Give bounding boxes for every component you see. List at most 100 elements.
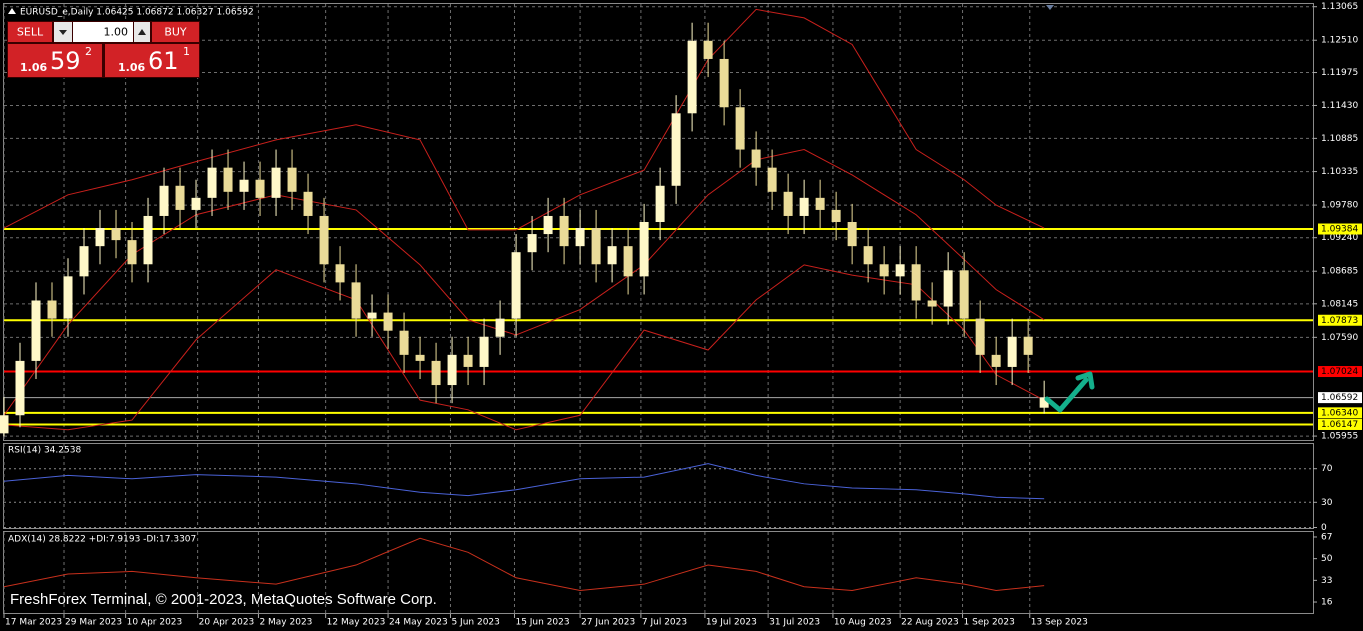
x-tick-label: 20 Apr 2023: [199, 618, 255, 628]
x-tick-label: 13 Sep 2023: [1031, 618, 1088, 628]
candle-body: [1039, 397, 1049, 408]
candle-body: [591, 228, 601, 265]
x-tick-label: 17 Mar 2023: [5, 618, 62, 628]
x-tick-label: 29 Mar 2023: [65, 618, 122, 628]
level-tag: [1318, 407, 1362, 419]
bollinger-upper: [3, 8, 1045, 231]
candle-body: [79, 246, 89, 277]
x-tick-label: 15 Jun 2023: [515, 618, 569, 628]
ask-pips: 61: [148, 47, 179, 75]
candle-body: [799, 197, 809, 216]
candle-body: [655, 185, 665, 222]
candle-body: [207, 167, 217, 198]
y-tick-label: 1.12510: [1321, 36, 1358, 46]
y-tick-label: 1.13065: [1321, 2, 1358, 12]
y-tick-label: 1.05955: [1321, 432, 1358, 442]
candle-body: [191, 197, 201, 210]
level-tag: [1318, 223, 1362, 235]
x-tick-label: 10 Aug 2023: [834, 618, 892, 628]
candle-body: [543, 215, 553, 235]
y-tick-label: 1.11430: [1321, 101, 1358, 111]
candle-body: [111, 228, 121, 241]
x-tick-label: 1 Sep 2023: [964, 618, 1015, 628]
x-tick-label: 12 May 2023: [327, 618, 386, 628]
level-tag-label: 1.09384: [1321, 225, 1358, 235]
x-tick-label: 22 Aug 2023: [901, 618, 959, 628]
indicators-layer: [3, 463, 1045, 592]
x-tick-label: 10 Apr 2023: [127, 618, 183, 628]
trade-panel: SELL 1.00 BUY 1.06 59 2 1.06 61 1: [7, 21, 200, 78]
collapse-arrow[interactable]: [8, 8, 16, 14]
candle-body: [895, 264, 905, 277]
ask-big: 1.06: [118, 61, 145, 74]
arrow-head: [1075, 371, 1095, 390]
candle-body: [719, 58, 729, 108]
candle-body: [143, 215, 153, 265]
candle-body: [159, 185, 169, 216]
candle-body: [463, 354, 473, 367]
candle-body: [15, 360, 25, 416]
x-tick-label: 2 May 2023: [259, 618, 312, 628]
candle-body: [223, 167, 233, 192]
buy-button[interactable]: [152, 22, 199, 42]
candle-body: [447, 354, 457, 386]
lot-value: 1.00: [104, 26, 129, 39]
rsi-label: RSI(14) 34.2538: [8, 446, 81, 456]
dropdown-arrow: [59, 30, 67, 35]
y-tick-label: 1.08685: [1321, 267, 1358, 277]
candle-body: [639, 222, 649, 277]
y-tick-label: 70: [1321, 464, 1333, 474]
candle-body: [431, 360, 441, 386]
level-tag-label: 1.07873: [1321, 316, 1358, 326]
candle-body: [303, 191, 313, 216]
candle-body: [287, 167, 297, 192]
candle-body: [367, 312, 377, 319]
x-tick-label: 24 May 2023: [389, 618, 448, 628]
candle-body: [255, 179, 265, 198]
level-tag: [1318, 314, 1362, 326]
level-tag: [1318, 366, 1362, 378]
lot-input[interactable]: [73, 22, 133, 42]
candle-body: [863, 246, 873, 265]
y-tick-label: 50: [1321, 554, 1333, 564]
levels-layer: [4, 228, 1313, 426]
bid-box[interactable]: [8, 44, 102, 77]
watermark: FreshForex Terminal, © 2001-2023, MetaQu…: [10, 591, 437, 608]
candles-layer: [0, 22, 1049, 437]
candle-body: [1007, 336, 1017, 367]
x-tick-label: 7 Jul 2023: [642, 618, 687, 628]
candle-body: [815, 197, 825, 210]
candle-body: [63, 276, 73, 319]
ask-box[interactable]: [105, 44, 199, 77]
candle-body: [959, 270, 969, 319]
candle-body: [687, 40, 697, 114]
candle-body: [31, 300, 41, 361]
shift-marker: [1046, 5, 1054, 10]
y-tick-label: 1.09780: [1321, 201, 1358, 211]
x-tick-label: 31 Jul 2023: [769, 618, 820, 628]
candle-body: [271, 167, 281, 198]
candle-body: [767, 167, 777, 192]
candle-body: [927, 300, 937, 307]
bid-tag-label: 1.06592: [1321, 393, 1358, 403]
candle-body: [783, 191, 793, 216]
candle-body: [735, 107, 745, 150]
buy-label: BUY: [164, 26, 187, 39]
candle-body: [479, 336, 489, 367]
candle-body: [415, 354, 425, 361]
y-tick-label: 33: [1321, 576, 1332, 586]
axis-layer: 17 Mar 2023 29 Mar 2023 10 Apr 2023 20 Apr …: [3, 2, 1362, 628]
candle-body: [175, 185, 185, 210]
level-tag-label: 1.06147: [1321, 420, 1358, 430]
y-tick-label: 16: [1321, 598, 1333, 608]
candle-body: [703, 40, 713, 59]
adx-line: [3, 537, 1045, 592]
adx-frame: [3, 531, 1314, 614]
sell-button[interactable]: [8, 22, 52, 42]
candle-body: [351, 282, 361, 319]
arrow-path: [1044, 377, 1089, 413]
candle-body: [335, 264, 345, 283]
level-tag-label: 1.07024: [1321, 367, 1358, 377]
